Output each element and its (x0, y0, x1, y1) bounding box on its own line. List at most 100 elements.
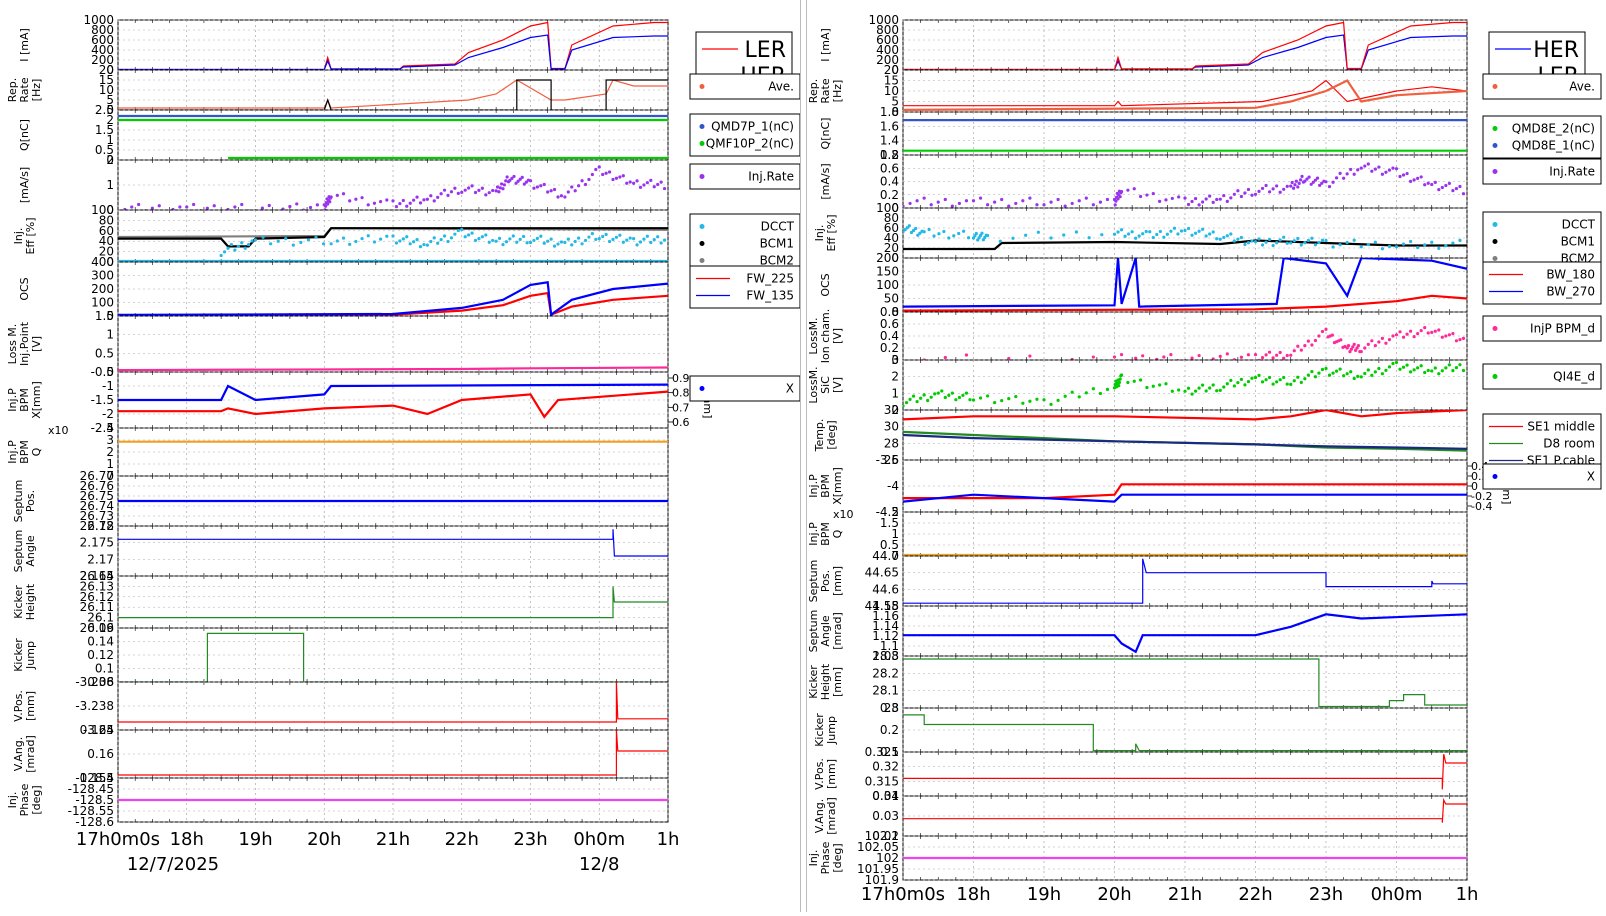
data-point-injrate (601, 172, 605, 177)
data-point-injrate (1132, 187, 1136, 191)
data-point-injrate (1345, 172, 1349, 176)
data-point-qi4e (1063, 394, 1067, 398)
data-point-dcct (515, 240, 519, 244)
data-point-qi4e (1098, 391, 1102, 396)
data-point-injp (1458, 338, 1462, 342)
data-point-dcct (549, 237, 553, 241)
data-point-qi4e (1345, 372, 1349, 376)
y-tick-label: 1.5 (95, 309, 114, 323)
series-line-ave (903, 79, 1467, 111)
y-tick-label: 40 (884, 231, 899, 245)
plot-frame (117, 315, 669, 373)
legend-R10: X (1482, 463, 1602, 490)
series-line-vpos (903, 754, 1467, 790)
y-tick-label: 26.1 (87, 611, 114, 625)
data-point-injrate (192, 202, 196, 207)
data-point-qi4e (903, 404, 905, 408)
data-point-dcct (306, 238, 311, 242)
data-point-qi4e (1373, 370, 1377, 374)
data-point-injrate (460, 190, 464, 194)
y-tick-label: 0 (891, 63, 899, 77)
data-point-injrate (1232, 192, 1236, 196)
data-point-dcct (422, 242, 426, 247)
data-point-injrate (436, 195, 440, 199)
data-point-injrate (546, 190, 550, 194)
data-point-dcct (226, 246, 230, 250)
data-point-injp (1007, 356, 1011, 360)
y-tick-label: -0.5 (91, 365, 114, 379)
data-point-injrate (577, 184, 581, 188)
y-tick-label: 1.18 (872, 599, 899, 613)
data-point-injrate (467, 186, 471, 190)
data-point-dcct (1130, 230, 1134, 234)
data-point-dcct (1373, 240, 1377, 244)
y-tick-label: 0.4 (880, 329, 899, 343)
y-tick-label: 1.14 (872, 619, 899, 633)
data-point-dcct (1024, 233, 1028, 237)
data-point-injrate (1264, 183, 1268, 188)
legend-label: HER (1533, 38, 1579, 63)
data-point-injrate (401, 198, 405, 203)
data-point-qi4e (1296, 375, 1300, 379)
data-point-dcct (611, 237, 615, 241)
data-point-dcct (291, 243, 295, 247)
data-point-injp (1070, 357, 1074, 360)
y-axis-label: LossM. (807, 366, 820, 403)
data-point-dcct (570, 243, 574, 247)
data-point-injrate (1268, 190, 1272, 194)
data-point-dcct (1127, 232, 1131, 236)
data-point-injp (1398, 330, 1402, 334)
data-point-qi4e (929, 395, 933, 399)
series-line-angle (118, 529, 668, 557)
legend-marker (699, 84, 705, 89)
y-axis-label: Pos. (24, 490, 37, 512)
y-axis-label: [mA/s] (18, 167, 31, 203)
y-tick-label: 0 (106, 309, 114, 323)
data-point-injrate (1387, 168, 1392, 172)
data-point-qi4e (1458, 363, 1462, 367)
data-point-injrate (1056, 197, 1060, 202)
y-tick-label: 2.175 (80, 536, 114, 550)
series-line-fw225 (118, 291, 668, 316)
right-tick-label: 0.9 (672, 372, 690, 385)
data-point-dcct (1380, 247, 1384, 251)
data-point-injp (1349, 347, 1353, 351)
right-tick-label: -0.4 (1471, 500, 1492, 513)
data-point-dcct (1285, 241, 1289, 245)
y-tick-label: 20 (884, 241, 899, 255)
data-point-qi4e (1384, 368, 1388, 372)
y-tick-label: 1.8 (880, 105, 899, 119)
data-point-injp (1303, 344, 1307, 348)
data-point-dcct (590, 232, 594, 236)
data-point-dcct (1036, 230, 1040, 234)
legend-box (689, 163, 801, 190)
data-point-injrate (597, 165, 601, 169)
data-point-qi4e (1380, 372, 1384, 376)
data-point-qi4e (1126, 380, 1130, 385)
x-tick-label: 18h (956, 884, 990, 905)
legend-label: Inj.Rate (748, 170, 794, 184)
data-point-dcct (645, 234, 649, 238)
data-point-qi4e (1363, 371, 1367, 376)
y-tick-label: 0.16 (87, 621, 114, 635)
data-point-qi4e (1042, 398, 1046, 402)
y-tick-label: 2 (106, 153, 114, 167)
series-line-rate (118, 79, 668, 110)
left-subplot-L3: 2.521.510.50Q[nC] (18, 103, 669, 167)
y-axis-label: Q[nC] (819, 118, 832, 150)
series-group (903, 360, 1466, 408)
data-point-dcct (1359, 245, 1363, 249)
y-tick-label: -3.5 (876, 453, 899, 467)
data-point-injp (1440, 335, 1444, 339)
data-point-dcct (662, 238, 667, 242)
legend-L2: Ave. (689, 73, 801, 100)
data-point-injrate (1318, 183, 1322, 187)
data-point-dcct (905, 226, 909, 230)
data-point-injrate (429, 194, 433, 198)
data-point-injrate (504, 179, 508, 183)
data-point-injrate (518, 177, 522, 181)
data-point-injp (1225, 352, 1229, 356)
